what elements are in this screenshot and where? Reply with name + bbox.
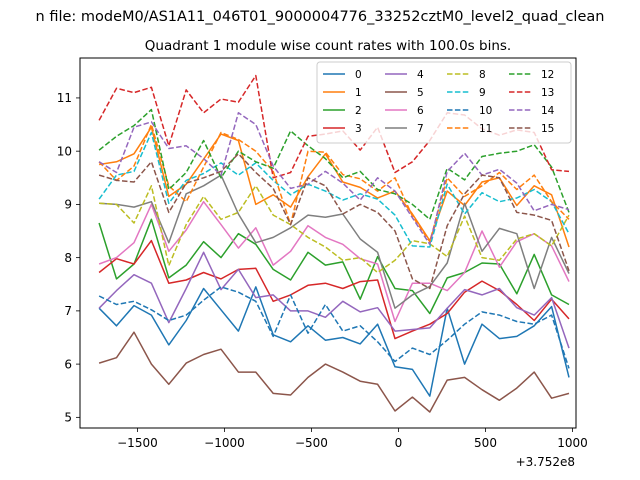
series-line-2 bbox=[98, 218, 570, 315]
series-line-7 bbox=[99, 174, 570, 309]
x-tick-label: −1000 bbox=[204, 436, 245, 450]
legend-label-11: 11 bbox=[479, 123, 492, 135]
chart-title: Quadrant 1 module wise count rates with … bbox=[145, 38, 511, 54]
legend-label-14: 14 bbox=[541, 105, 555, 117]
series-line-11 bbox=[98, 123, 570, 243]
legend-label-15: 15 bbox=[541, 123, 554, 135]
x-tick-label: 1000 bbox=[557, 436, 588, 450]
plot-area bbox=[98, 74, 570, 413]
y-tick-label: 10 bbox=[57, 144, 72, 158]
legend-label-6: 6 bbox=[417, 105, 424, 117]
x-tick-label: 0 bbox=[395, 436, 403, 450]
legend-label-13: 13 bbox=[541, 87, 554, 99]
legend-label-8: 8 bbox=[479, 69, 486, 81]
legend-label-0: 0 bbox=[355, 69, 362, 81]
y-axis: 5 6 7 8 9 10 11 bbox=[57, 91, 80, 425]
series-line-10 bbox=[98, 286, 570, 369]
legend-label-12: 12 bbox=[541, 69, 554, 81]
legend-label-1: 1 bbox=[355, 87, 362, 99]
y-tick-label: 11 bbox=[57, 91, 72, 105]
series-line-3 bbox=[98, 239, 570, 340]
x-tick-label: −1500 bbox=[117, 436, 158, 450]
legend-label-2: 2 bbox=[355, 105, 362, 117]
legend-label-7: 7 bbox=[417, 123, 424, 135]
x-tick-label: 500 bbox=[474, 436, 497, 450]
x-axis: −1500 −1000 −500 0 500 1000 bbox=[117, 428, 588, 450]
x-offset-label: +3.752e8 bbox=[516, 455, 575, 469]
series-line-8 bbox=[99, 185, 570, 274]
figure-suptitle: n file: modeM0/AS1A11_046T01_9000004776_… bbox=[36, 9, 605, 25]
legend-label-3: 3 bbox=[355, 123, 362, 135]
series-line-4 bbox=[98, 251, 570, 349]
y-tick-label: 6 bbox=[64, 357, 72, 371]
legend-label-9: 9 bbox=[479, 87, 486, 99]
series-line-12 bbox=[98, 108, 570, 221]
y-tick-label: 8 bbox=[64, 251, 72, 265]
series-line-15 bbox=[98, 153, 570, 290]
series-line-0 bbox=[98, 286, 570, 397]
y-tick-label: 9 bbox=[64, 198, 72, 212]
series-line-5 bbox=[98, 331, 570, 413]
legend-label-4: 4 bbox=[417, 69, 424, 81]
y-tick-label: 7 bbox=[64, 304, 72, 318]
series-line-14 bbox=[98, 112, 570, 246]
legend-label-5: 5 bbox=[417, 87, 424, 99]
axes-frame bbox=[79, 57, 577, 429]
legend-label-10: 10 bbox=[479, 105, 492, 117]
x-tick-label: −500 bbox=[295, 436, 328, 450]
y-tick-label: 5 bbox=[64, 411, 72, 425]
series-line-6 bbox=[98, 200, 570, 323]
legend-box bbox=[316, 61, 572, 144]
series-line-9 bbox=[98, 131, 570, 248]
